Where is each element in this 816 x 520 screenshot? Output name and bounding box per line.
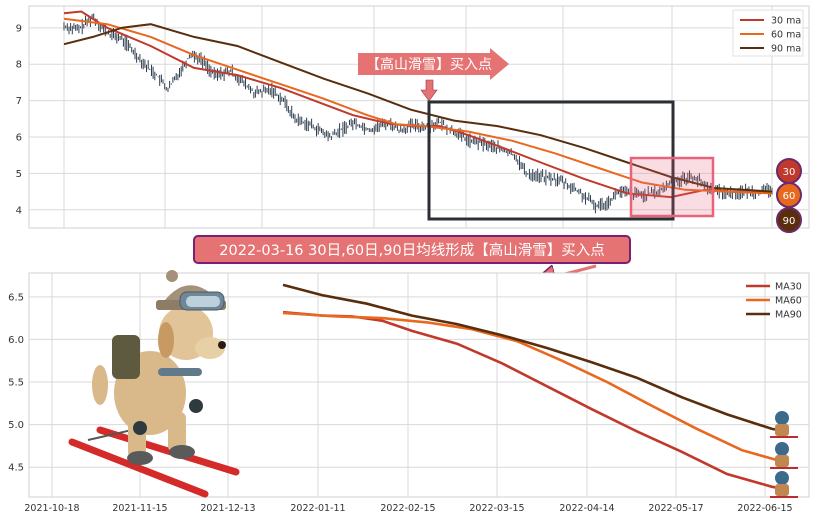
- ma-circle-90: 90: [776, 207, 802, 233]
- top-badge-pointer: [420, 79, 438, 102]
- top-ytick-label: 7: [16, 96, 22, 107]
- top-badge: 【高山滑雪】买入点: [358, 48, 509, 102]
- bottom-xtick-label: 2021-11-15: [112, 503, 167, 514]
- top-line-60-ma: [63, 17, 773, 195]
- bottom-legend-label: MA90: [775, 310, 802, 321]
- middle-badge-text: 2022-03-16 30日,60日,90日均线形成【高山滑雪】买入点: [219, 242, 604, 259]
- top-legend-label: 90 ma: [771, 44, 801, 55]
- ma-circle-30-label: 30: [783, 167, 796, 178]
- top-ytick-label: 4: [16, 205, 22, 216]
- cartoon-figure-ma60: [770, 442, 798, 469]
- bottom-xtick-label: 2022-04-14: [559, 503, 614, 514]
- bottom-xtick-label: 2021-10-18: [24, 503, 79, 514]
- bottom-legend-label: MA30: [775, 282, 802, 293]
- top-ytick-label: 9: [16, 23, 22, 34]
- bottom-ytick-label: 6.0: [8, 335, 24, 346]
- top-legend-label: 30 ma: [771, 16, 801, 27]
- bottom-xtick-label: 2022-01-11: [290, 503, 345, 514]
- ma-circle-30: 30: [776, 158, 802, 184]
- ma-circle-90-label: 90: [783, 216, 796, 227]
- bottom-ytick-label: 5.0: [8, 420, 24, 431]
- top-y-axis: 4 5 6 7 8 9: [16, 23, 22, 216]
- bottom-xtick-label: 2022-05-17: [648, 503, 703, 514]
- middle-badge-box: [193, 235, 631, 264]
- cartoon-figure-ma90: [770, 411, 798, 438]
- bottom-legend-label: MA60: [775, 296, 802, 307]
- top-ma-lines: [63, 10, 773, 199]
- top-chart: 4 5 6 7 8 9 【高山滑雪】买入点 30 60 90 30 ma 60 ma 90 m…: [16, 5, 810, 233]
- top-ytick-label: 5: [16, 169, 22, 180]
- top-legend-label: 60 ma: [771, 30, 801, 41]
- ma-circle-60: 60: [776, 182, 802, 208]
- top-badge-text: 【高山滑雪】买入点: [366, 56, 492, 73]
- top-plot-area: [28, 5, 810, 229]
- bottom-xtick-label: 2022-06-15: [737, 503, 792, 514]
- cartoon-figure-ma30: [770, 471, 798, 498]
- bottom-ytick-label: 6.5: [8, 292, 24, 303]
- bottom-chart: 4.55.05.56.06.5 2021-10-18 2021-11-15 2021…: [8, 270, 810, 514]
- bottom-ytick-label: 5.5: [8, 378, 24, 389]
- top-badge-shape: [358, 48, 509, 80]
- skiing-dog-illustration: [68, 270, 240, 498]
- bottom-ytick-label: 4.5: [8, 463, 24, 474]
- bottom-xtick-label: 2021-12-13: [200, 503, 255, 514]
- bottom-xtick-label: 2022-03-15: [469, 503, 524, 514]
- top-line-90-ma: [63, 23, 773, 193]
- highlight-box-dark: [427, 100, 675, 221]
- bottom-ma-lines: [282, 283, 788, 491]
- bottom-legend: MA30 MA60 MA90: [746, 282, 802, 321]
- bottom-y-axis: 4.5 5.0 5.5 6.0 6.5: [8, 292, 24, 473]
- top-ytick-label: 6: [16, 133, 22, 144]
- top-ytick-label: 8: [16, 60, 22, 71]
- bottom-xtick-label: 2022-02-15: [380, 503, 435, 514]
- highlight-box-pink: [629, 156, 715, 218]
- bottom-x-axis: 2021-10-18 2021-11-15 2021-12-13 2022-01-11…: [24, 503, 792, 514]
- bottom-line-MA90: [282, 283, 788, 433]
- ma-circle-60-label: 60: [783, 191, 796, 202]
- bottom-line-MA60: [282, 311, 788, 465]
- top-legend: 30 ma 60 ma 90 ma: [732, 9, 804, 57]
